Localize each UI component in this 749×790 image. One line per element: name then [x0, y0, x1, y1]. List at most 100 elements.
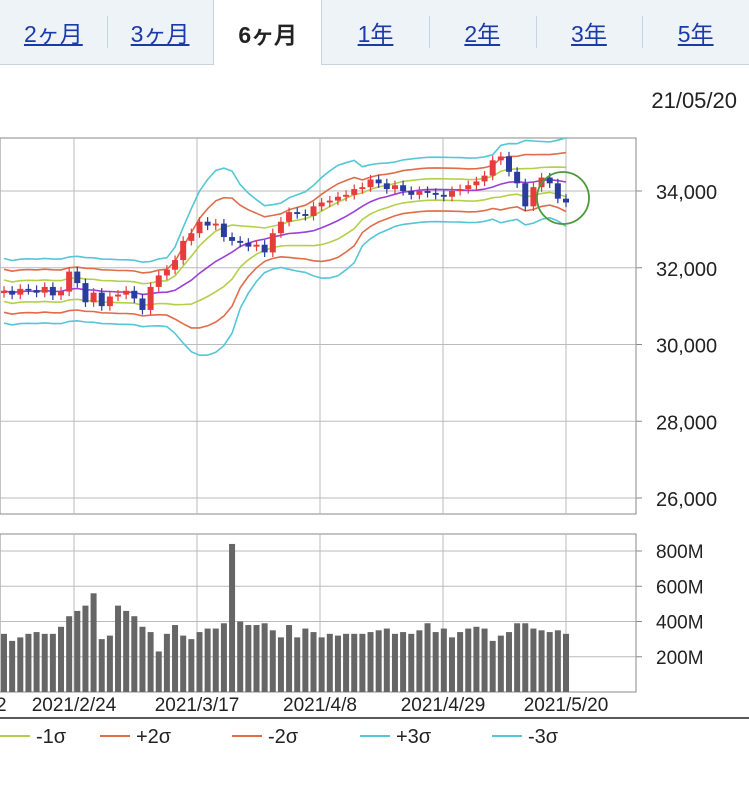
candle-body [554, 183, 561, 199]
tab-5-years[interactable]: 5年 [642, 0, 749, 64]
candle-body [497, 156, 504, 161]
candle-body [343, 194, 350, 197]
x-axis: 2 2021/2/24 2021/3/17 2021/4/8 2021/4/29 2021… [0, 695, 749, 719]
band-plus-2-sigma [3, 151, 567, 274]
volume-tick-label: 800M [656, 542, 704, 563]
candle-body [416, 191, 423, 195]
candle-body [530, 187, 537, 207]
volume-bar [74, 610, 81, 692]
volume-bars [1, 543, 569, 692]
candle-body [294, 212, 301, 215]
volume-axis: 800M 600M 400M 200M [636, 542, 704, 669]
volume-bar [481, 628, 488, 692]
band-minus-1-sigma [3, 191, 567, 307]
tab-3-years[interactable]: 3年 [535, 0, 643, 64]
candle-body [359, 187, 366, 190]
legend-label: -2σ [268, 726, 299, 748]
volume-bar [448, 637, 455, 692]
tab-6-months[interactable]: 6ヶ月 [213, 0, 323, 65]
candle-body [334, 196, 341, 201]
candle-body [204, 221, 211, 226]
latest-price-highlight [536, 171, 590, 225]
volume-bar [473, 626, 480, 692]
volume-bar [538, 630, 545, 692]
price-tick-label: 26,000 [656, 489, 717, 511]
volume-bar [163, 633, 170, 692]
bollinger-bands [3, 137, 567, 357]
volume-bar [465, 628, 472, 692]
volume-bar [196, 632, 203, 692]
volume-bar [220, 623, 227, 692]
volume-bar [41, 633, 48, 692]
volume-bar [383, 628, 390, 692]
candle-body [481, 175, 488, 182]
candle-body [448, 191, 455, 197]
volume-bar [432, 632, 439, 692]
candle-body [115, 294, 122, 297]
candle-body [269, 233, 276, 253]
candle-body [98, 292, 105, 307]
volume-bar [326, 633, 333, 692]
legend: -1σ +2σ -2σ +3σ -3σ [0, 726, 559, 748]
volume-bar [180, 635, 187, 692]
price-grid [0, 137, 637, 515]
candle-body [188, 233, 195, 241]
candle-body [196, 221, 203, 234]
candle-body [261, 244, 268, 253]
volume-bar [139, 626, 146, 692]
volume-bar [66, 616, 73, 692]
candle-body [17, 288, 24, 295]
volume-bar [123, 610, 130, 692]
candle-body [326, 200, 333, 203]
tab-2-years[interactable]: 2年 [428, 0, 536, 64]
volume-bar [530, 628, 537, 692]
volume-bar [98, 639, 105, 692]
candlesticks [1, 151, 569, 315]
candle-body [253, 244, 260, 247]
candle-body [139, 298, 146, 310]
candle-body [391, 185, 398, 190]
volume-bar [367, 632, 374, 692]
volume-bar [310, 632, 317, 692]
tab-2-months[interactable]: 2ヶ月 [23, 21, 83, 47]
candle-body [82, 283, 89, 303]
volume-bar [489, 640, 496, 692]
tab-1-year[interactable]: 1年 [357, 21, 394, 47]
candle-body [375, 179, 382, 184]
candle-body [131, 290, 138, 299]
volume-bar [25, 633, 32, 692]
candle-body [286, 212, 293, 222]
volume-bar [408, 633, 415, 692]
x-tick-label: 2 [0, 695, 7, 716]
volume-bar [237, 621, 244, 692]
volume-bar [351, 633, 358, 692]
candle-body [237, 240, 244, 243]
tab-3-months[interactable]: 3ヶ月 [106, 0, 214, 64]
x-tick-label: 2021/4/8 [283, 695, 357, 716]
candle-body [25, 288, 32, 291]
candle-body [155, 275, 162, 287]
price-tick-label: 28,000 [656, 412, 717, 434]
volume-bar [546, 632, 553, 692]
volume-bar [318, 637, 325, 692]
candle-body [58, 291, 65, 296]
candle-body [302, 214, 309, 216]
candle-body [49, 286, 56, 296]
volume-tick-label: 600M [656, 577, 704, 598]
volume-bar [286, 625, 293, 692]
date-label: 21/05/20 [651, 88, 737, 113]
price-tick-label: 34,000 [656, 182, 717, 204]
volume-bar [505, 632, 512, 692]
candle-body [66, 271, 73, 292]
candle-body [212, 223, 219, 226]
volume-bar [343, 633, 350, 692]
volume-bar [131, 616, 138, 692]
volume-bar [188, 639, 195, 692]
volume-bar [400, 632, 407, 692]
legend-label: -3σ [528, 726, 559, 748]
volume-bar [269, 630, 276, 692]
candle-body [245, 242, 252, 247]
candle-body [74, 271, 81, 284]
band-plus-1-sigma [3, 166, 567, 285]
